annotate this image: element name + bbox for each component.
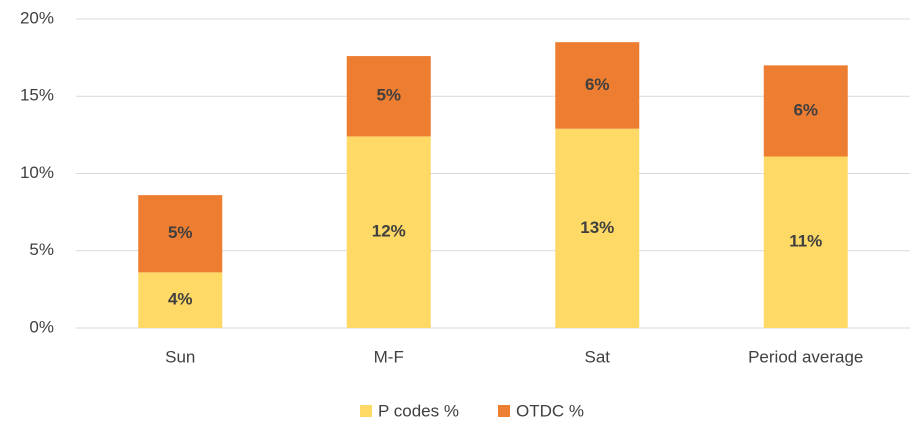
x-tick-label: M-F — [374, 347, 404, 366]
bar-segment — [346, 136, 431, 328]
data-label: 13% — [580, 218, 614, 237]
y-tick-label: 10% — [20, 163, 54, 182]
x-tick-label: Sun — [165, 347, 195, 366]
bar-segment — [763, 156, 848, 328]
data-label: 5% — [168, 223, 193, 242]
bar-segment — [763, 65, 848, 157]
x-tick-label: Period average — [748, 347, 863, 366]
data-label: 6% — [585, 75, 610, 94]
data-label: 11% — [789, 232, 822, 251]
bar-segment — [555, 42, 640, 129]
x-tick-label: Sat — [584, 347, 610, 366]
bar-segment — [346, 56, 431, 137]
legend-label: P codes % — [378, 401, 459, 420]
bar-segment — [555, 128, 640, 328]
y-tick-label: 20% — [20, 8, 54, 27]
y-tick-label: 15% — [20, 86, 54, 105]
data-label: 4% — [168, 290, 193, 309]
legend-swatch — [360, 405, 372, 417]
legend-label: OTDC % — [516, 401, 584, 420]
y-tick-label: 0% — [29, 317, 54, 336]
y-tick-label: 5% — [29, 240, 54, 259]
data-label: 6% — [793, 100, 818, 119]
data-label: 5% — [376, 86, 401, 105]
bar-segment — [138, 195, 223, 273]
data-label: 12% — [372, 222, 406, 241]
legend-swatch — [498, 405, 510, 417]
bar-segment — [138, 272, 223, 328]
